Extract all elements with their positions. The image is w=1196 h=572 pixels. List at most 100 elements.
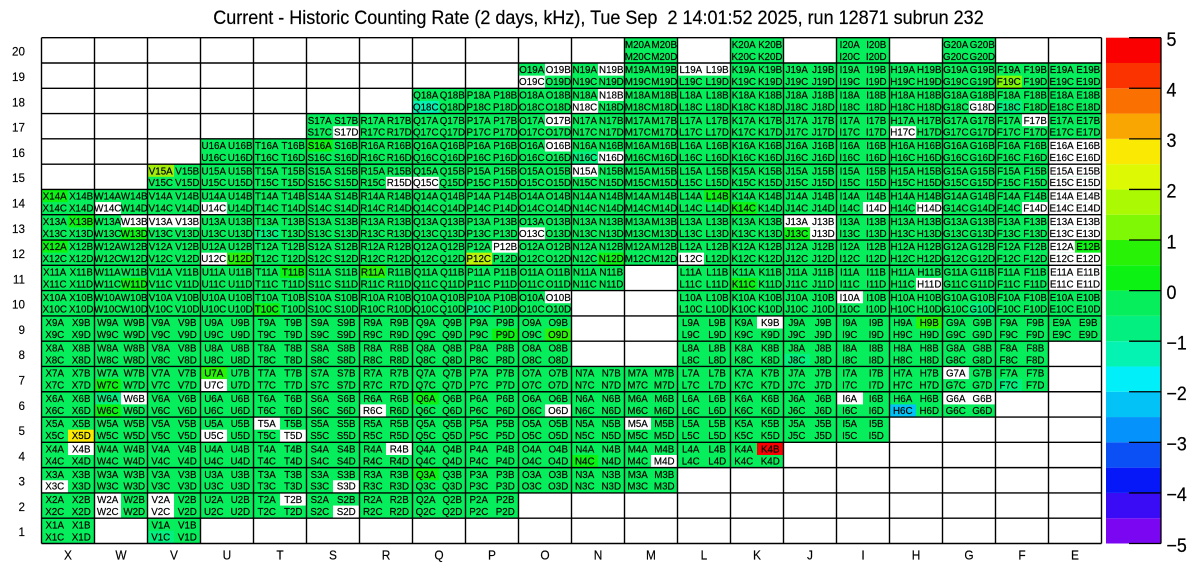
svg-text:N17A: N17A [573, 116, 598, 127]
svg-text:O8A: O8A [522, 343, 542, 354]
svg-text:J7C: J7C [788, 380, 805, 391]
svg-text:U2D: U2D [230, 507, 250, 518]
svg-text:1: 1 [1167, 231, 1177, 253]
svg-text:M12D: M12D [651, 254, 677, 265]
svg-text:X1D: X1D [72, 532, 91, 543]
svg-text:O13C: O13C [519, 229, 545, 240]
svg-text:O5A: O5A [522, 419, 542, 430]
svg-text:Q17C: Q17C [413, 127, 439, 138]
svg-text:R8A: R8A [363, 343, 382, 354]
svg-text:N14D: N14D [599, 203, 624, 214]
svg-text:F8B: F8B [1026, 343, 1044, 354]
svg-text:M6A: M6A [628, 394, 648, 405]
svg-text:I9C: I9C [842, 330, 857, 341]
svg-text:O7A: O7A [522, 368, 542, 379]
svg-text:R4C: R4C [363, 456, 383, 467]
svg-text:L16A: L16A [679, 141, 702, 152]
svg-text:W14A: W14A [94, 191, 121, 202]
svg-text:U8C: U8C [204, 355, 224, 366]
svg-text:K8C: K8C [734, 355, 753, 366]
svg-text:K5A: K5A [735, 419, 754, 430]
svg-text:U12A: U12A [202, 242, 227, 253]
svg-text:K4B: K4B [761, 444, 780, 455]
svg-text:W6A: W6A [97, 394, 118, 405]
svg-text:G8C: G8C [946, 355, 966, 366]
svg-text:W12D: W12D [121, 254, 148, 265]
svg-text:L15A: L15A [679, 166, 702, 177]
svg-text:U13C: U13C [201, 229, 226, 240]
svg-text:X13A: X13A [43, 217, 67, 228]
svg-text:G11C: G11C [943, 279, 968, 290]
svg-text:I8D: I8D [869, 355, 884, 366]
svg-text:P14C: P14C [467, 203, 491, 214]
svg-text:M13D: M13D [651, 229, 677, 240]
svg-text:Q12B: Q12B [440, 242, 465, 253]
svg-text:K7B: K7B [761, 368, 780, 379]
svg-text:J12D: J12D [812, 254, 835, 265]
svg-text:3: 3 [1167, 130, 1177, 152]
svg-text:O9A: O9A [522, 318, 542, 329]
svg-text:X2D: X2D [72, 507, 91, 518]
svg-text:W2A: W2A [97, 495, 118, 506]
svg-text:U7A: U7A [204, 368, 223, 379]
svg-text:R: R [382, 548, 391, 562]
svg-text:K13A: K13A [732, 217, 756, 228]
svg-text:P7A: P7A [470, 368, 489, 379]
svg-text:Q: Q [434, 548, 444, 562]
svg-text:Q4D: Q4D [442, 456, 462, 467]
svg-text:T9A: T9A [258, 318, 276, 329]
svg-text:S5D: S5D [337, 431, 356, 442]
svg-text:X4A: X4A [46, 444, 65, 455]
svg-text:J12B: J12B [812, 242, 835, 253]
svg-text:V3A: V3A [152, 470, 171, 481]
svg-text:X4B: X4B [72, 444, 91, 455]
svg-text:K18D: K18D [758, 102, 782, 113]
svg-text:T6A: T6A [258, 394, 276, 405]
svg-text:I7B: I7B [869, 368, 884, 379]
svg-text:H8B: H8B [920, 343, 939, 354]
svg-text:R4B: R4B [390, 444, 409, 455]
svg-text:U14A: U14A [202, 191, 227, 202]
svg-text:Q10B: Q10B [440, 293, 465, 304]
svg-text:Q17A: Q17A [413, 116, 438, 127]
svg-text:P12C: P12C [467, 254, 491, 265]
svg-text:S15C: S15C [308, 178, 332, 189]
svg-text:T4A: T4A [258, 444, 276, 455]
svg-text:M3B: M3B [654, 470, 674, 481]
svg-text:U9B: U9B [231, 318, 250, 329]
svg-text:H17A: H17A [891, 116, 916, 127]
svg-text:G9D: G9D [972, 330, 992, 341]
svg-text:M: M [646, 548, 656, 562]
svg-text:K8A: K8A [735, 343, 754, 354]
svg-text:U16A: U16A [202, 141, 227, 152]
svg-text:X3A: X3A [46, 470, 65, 481]
svg-text:R7D: R7D [389, 380, 409, 391]
svg-text:U5B: U5B [231, 419, 250, 430]
svg-text:N12A: N12A [573, 242, 598, 253]
svg-text:P14A: P14A [467, 191, 491, 202]
svg-text:H: H [912, 548, 921, 562]
svg-text:Q2C: Q2C [416, 507, 436, 518]
svg-text:Q2A: Q2A [416, 495, 436, 506]
svg-text:L18C: L18C [679, 102, 702, 113]
svg-text:K11A: K11A [732, 267, 755, 278]
svg-text:U13B: U13B [228, 217, 253, 228]
svg-text:O14A: O14A [519, 191, 544, 202]
svg-text:J17A: J17A [786, 116, 809, 127]
svg-text:X12B: X12B [69, 242, 93, 253]
svg-text:T4D: T4D [284, 456, 302, 467]
svg-text:M15C: M15C [625, 178, 651, 189]
svg-text:X7B: X7B [72, 368, 91, 379]
svg-text:S2D: S2D [337, 507, 356, 518]
svg-text:X10D: X10D [69, 304, 93, 315]
svg-text:M6C: M6C [627, 406, 648, 417]
svg-text:G19D: G19D [969, 77, 995, 88]
svg-text:Q7D: Q7D [442, 380, 462, 391]
svg-text:N7A: N7A [575, 368, 594, 379]
svg-text:L4A: L4A [682, 444, 700, 455]
svg-text:P9B: P9B [496, 318, 515, 329]
svg-text:J13A: J13A [786, 217, 809, 228]
svg-text:G8B: G8B [972, 343, 992, 354]
svg-text:Q11D: Q11D [440, 279, 465, 290]
svg-text:I10A: I10A [840, 293, 860, 304]
